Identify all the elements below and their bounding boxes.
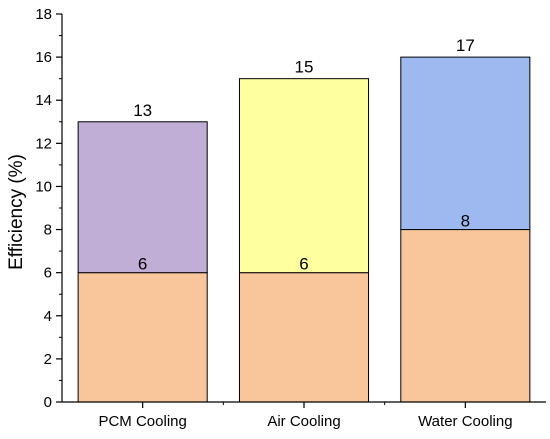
- axes-group: 0 2 4 6 8 10 12 14 16 18: [35, 6, 546, 411]
- y-axis-title: Efficiency (%): [6, 154, 27, 270]
- data-label-total: 15: [295, 58, 314, 77]
- bars-group: [77, 56, 531, 403]
- bar-top-pcm-cooling: [77, 121, 208, 274]
- y-tick-label: 12: [35, 135, 52, 152]
- y-tick-label: 18: [35, 6, 52, 23]
- bar-top-water-cooling: [400, 56, 531, 231]
- y-tick-label: 6: [44, 265, 52, 282]
- data-label-total: 13: [133, 101, 152, 120]
- data-label-base: 6: [138, 255, 147, 274]
- y-tick-label: 2: [44, 351, 52, 368]
- y-tick-label: 8: [44, 222, 52, 239]
- y-tick-label: 16: [35, 49, 52, 66]
- y-tick-label: 14: [35, 92, 52, 109]
- x-tick-label: Water Cooling: [418, 413, 512, 430]
- bar-base-water-cooling: [400, 229, 531, 403]
- data-label-base: 8: [461, 212, 470, 231]
- bar-base-pcm-cooling: [77, 272, 208, 403]
- y-tick-label: 10: [35, 178, 52, 195]
- y-tick-label: 4: [44, 308, 52, 325]
- labels-group: PCM Cooling 6 13 Air Cooling 6 15 Water Coolin…: [98, 36, 512, 430]
- y-tick-label: 0: [44, 394, 52, 411]
- bar-base-air-cooling: [238, 272, 370, 403]
- x-tick-label: PCM Cooling: [98, 413, 186, 430]
- x-tick-label: Air Cooling: [267, 413, 340, 430]
- data-label-base: 6: [299, 255, 308, 274]
- data-label-total: 17: [456, 36, 475, 55]
- bar-top-air-cooling: [238, 78, 370, 274]
